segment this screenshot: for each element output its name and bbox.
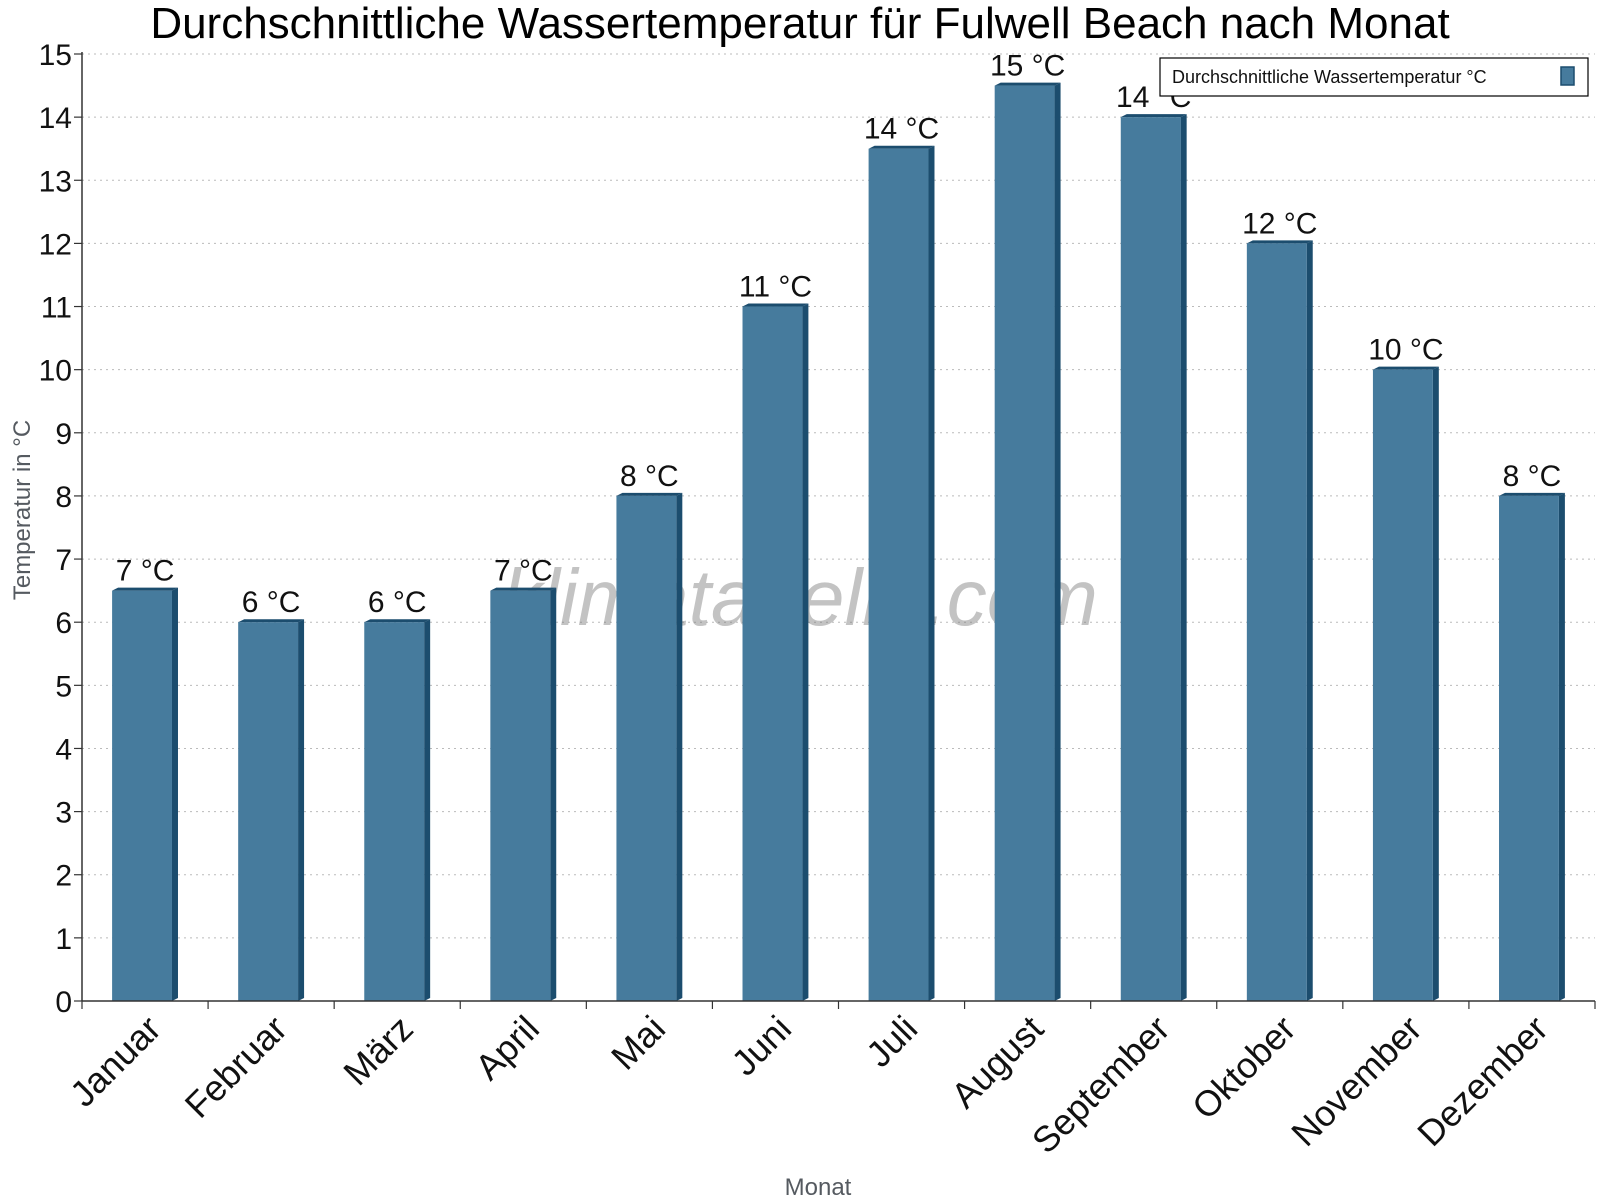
bar-side — [928, 145, 935, 1001]
legend-label: Durchschnittliche Wassertemperatur °C — [1172, 67, 1487, 87]
bar-top — [112, 587, 178, 591]
bar — [1246, 243, 1307, 1001]
y-tick-label: 1 — [55, 923, 72, 956]
bar-side — [1180, 114, 1187, 1002]
bar-top — [364, 619, 431, 623]
bar-top — [1246, 240, 1313, 244]
y-tick-label: 13 — [39, 165, 72, 198]
x-tick-label: September — [1024, 1008, 1178, 1162]
bar — [742, 306, 803, 1001]
bar-top — [1372, 366, 1439, 370]
y-tick-label: 10 — [39, 355, 72, 388]
data-label: 15 °C — [990, 50, 1065, 83]
data-labels: 7 °C6 °C 6 °C7 °C8 °C11 °C14 °C15 °C14 °C… — [116, 50, 1562, 620]
bar — [994, 85, 1055, 1002]
bar-side — [1432, 366, 1439, 1002]
bar-top — [868, 145, 935, 149]
data-label: 10 °C — [1368, 334, 1443, 367]
x-tick-label: Oktober — [1184, 1008, 1304, 1128]
bar-top — [1120, 114, 1187, 118]
bar-side — [676, 492, 683, 1001]
data-label: 11 °C — [739, 271, 812, 304]
y-tick-label: 8 — [55, 481, 72, 514]
bar-top — [1499, 492, 1565, 496]
y-tick-label: 6 — [55, 607, 72, 640]
data-label: 12 °C — [1242, 207, 1317, 240]
y-tick-label: 15 — [39, 39, 72, 72]
x-tick-label: Juli — [858, 1008, 925, 1075]
bar — [112, 590, 172, 1001]
bar-side — [802, 303, 809, 1001]
y-tick-label: 2 — [55, 860, 72, 893]
bar-top — [616, 492, 683, 496]
chart-title: Durchschnittliche Wassertemperatur für F… — [150, 0, 1449, 48]
bar-top — [994, 82, 1061, 86]
bar — [1499, 495, 1559, 1001]
y-tick-label: 7 — [55, 544, 72, 577]
x-tick-label: Dezember — [1409, 1008, 1555, 1154]
x-tick-label: Februar — [177, 1008, 295, 1126]
gridlines — [82, 53, 1595, 939]
legend: Durchschnittliche Wassertemperatur °C — [1159, 57, 1589, 97]
y-axis-label: Temperatur in °C — [9, 420, 36, 600]
y-tick-label: 9 — [55, 418, 72, 451]
x-tick-label: Juni — [723, 1008, 799, 1084]
bar-side — [1306, 240, 1313, 1001]
bar-side — [550, 587, 557, 1001]
bar-side — [1558, 492, 1565, 1001]
x-tick-label: November — [1283, 1008, 1429, 1154]
bar-top — [742, 303, 809, 307]
y-tick-label: 5 — [55, 670, 72, 703]
data-label: 14 °C — [864, 113, 939, 146]
bar — [490, 590, 551, 1001]
x-axis-label: Monat — [785, 1174, 852, 1200]
bars — [112, 82, 1565, 1002]
x-tick-label: Mai — [603, 1008, 673, 1078]
y-tick-label: 0 — [55, 986, 72, 1019]
bar — [616, 495, 677, 1001]
data-label: 8 °C — [1503, 460, 1562, 493]
bar-side — [1054, 82, 1061, 1002]
bar-side — [424, 619, 431, 1001]
bar-side — [298, 619, 305, 1001]
bar-top — [238, 619, 305, 623]
data-label: 7 °C — [494, 555, 553, 588]
y-tick-label: 12 — [39, 228, 72, 261]
legend-box — [1159, 57, 1589, 97]
bar-top — [490, 587, 557, 591]
y-tick-label: 3 — [55, 797, 72, 830]
x-tick-label: August — [943, 1008, 1051, 1116]
bar — [1372, 369, 1433, 1002]
data-label: 6 °C — [368, 586, 427, 619]
bar — [238, 622, 299, 1001]
bar — [868, 148, 929, 1001]
data-label: 6 °C — [242, 586, 301, 619]
y-tick-label: 14 — [39, 102, 72, 135]
bar — [364, 622, 425, 1001]
data-label: 7 °C — [116, 555, 175, 588]
y-tick-label: 11 — [41, 292, 72, 325]
bar — [1120, 117, 1181, 1002]
x-tick-label: März — [335, 1008, 421, 1094]
legend-swatch — [1560, 66, 1575, 86]
data-label: 8 °C — [620, 460, 679, 493]
y-tick-label: 4 — [55, 733, 72, 766]
x-tick-label: Januar — [62, 1008, 169, 1115]
x-tick-label: April — [467, 1008, 547, 1088]
bar-side — [171, 587, 178, 1001]
